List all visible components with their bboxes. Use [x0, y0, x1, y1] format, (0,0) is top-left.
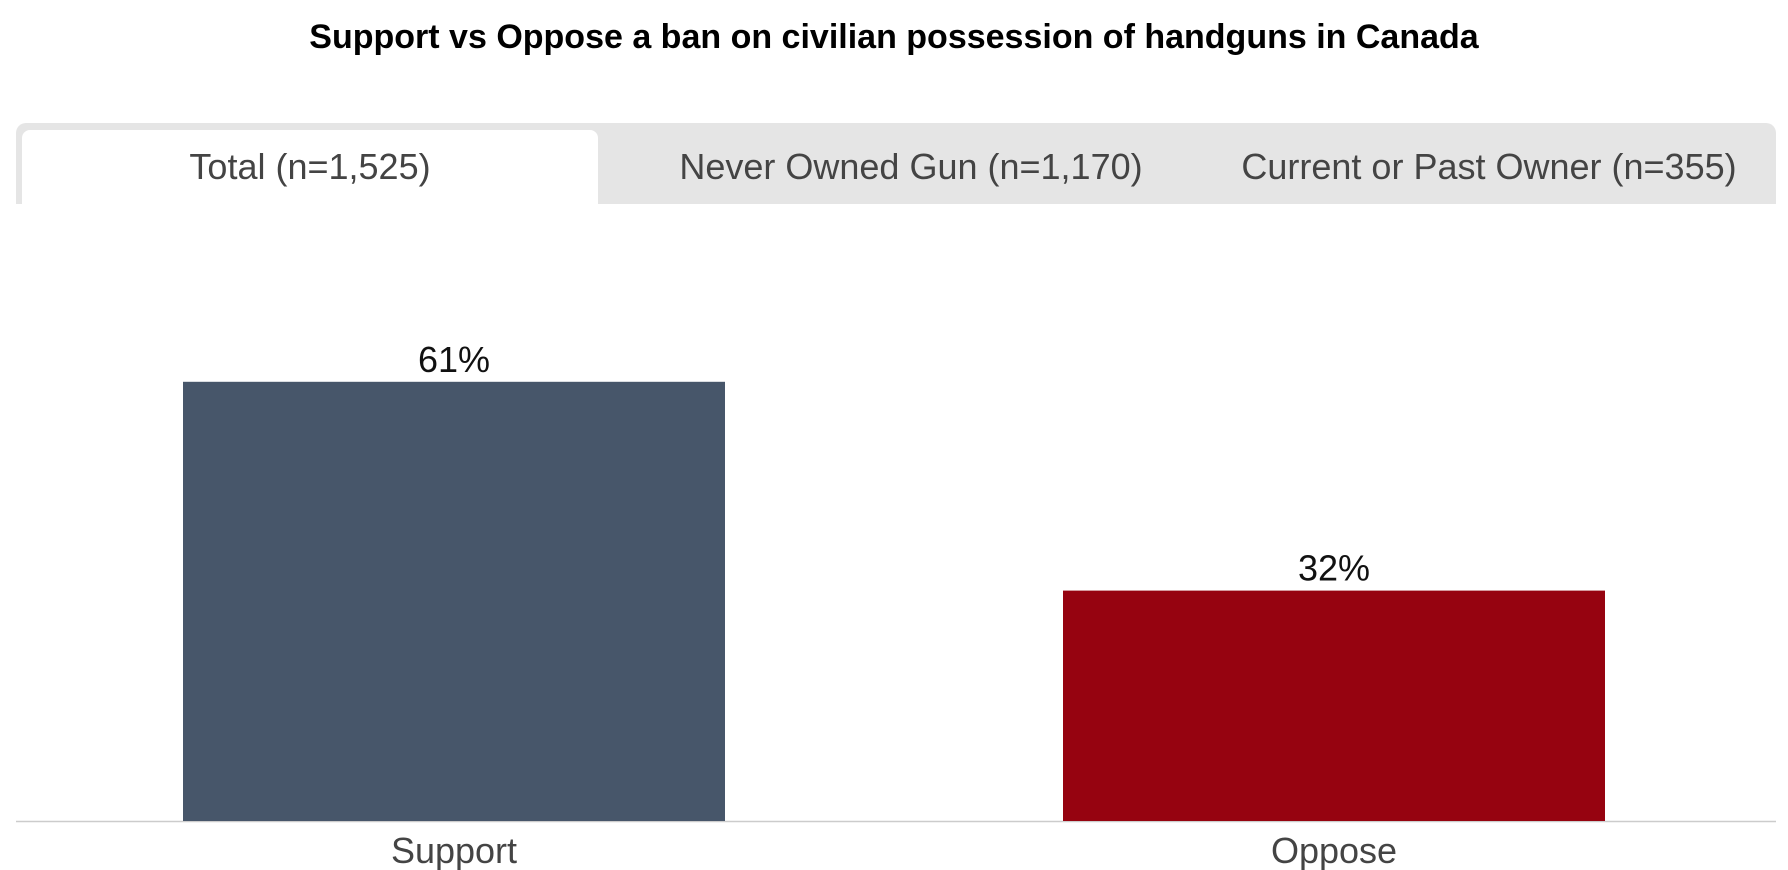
- category-label-oppose: Oppose: [1271, 830, 1397, 870]
- chart-title: Support vs Oppose a ban on civilian poss…: [309, 18, 1479, 56]
- bar-chart: 61% Support 32% Oppose: [16, 339, 1776, 870]
- value-label-support: 61%: [418, 339, 490, 380]
- value-label-oppose: 32%: [1298, 548, 1370, 589]
- chart-area: 61% Support 32% Oppose: [0, 204, 1788, 870]
- tab-total[interactable]: Total (n=1,525): [22, 130, 598, 204]
- category-label-support: Support: [391, 830, 517, 870]
- bar-oppose[interactable]: [1063, 590, 1605, 821]
- bar-support[interactable]: [183, 381, 725, 821]
- tab-current-or-past-owner[interactable]: Current or Past Owner (n=355): [1241, 146, 1737, 187]
- tab-never-owned-gun[interactable]: Never Owned Gun (n=1,170): [679, 146, 1143, 187]
- tab-bar: Total (n=1,525) Never Owned Gun (n=1,170…: [16, 123, 1776, 204]
